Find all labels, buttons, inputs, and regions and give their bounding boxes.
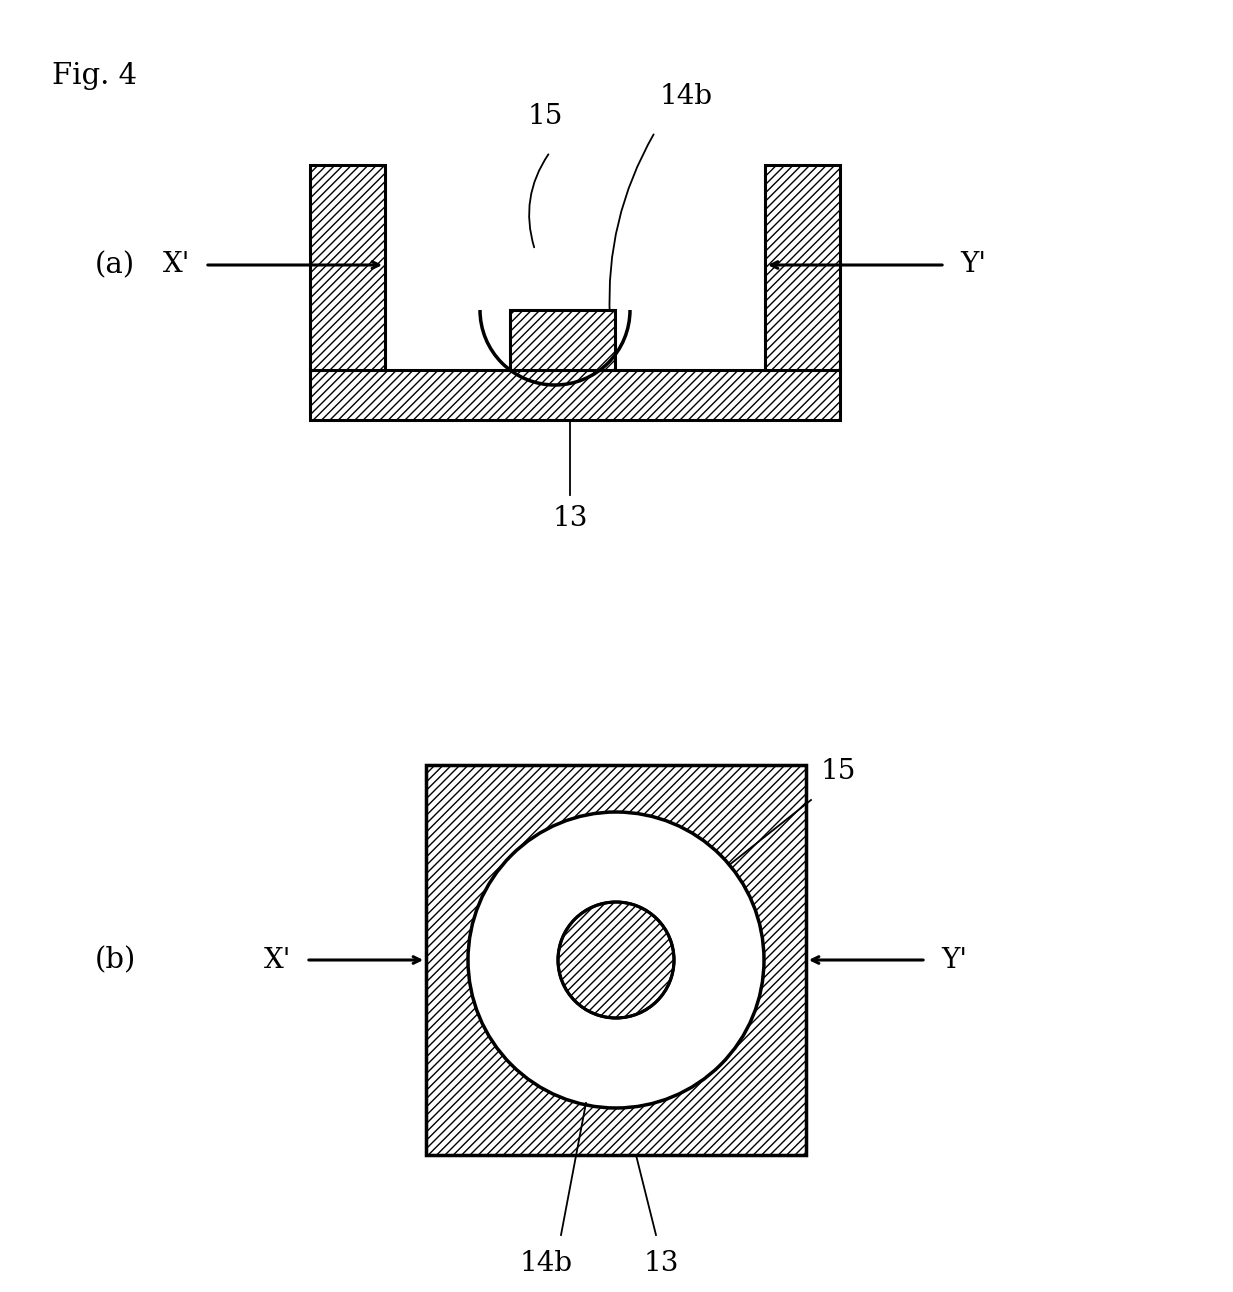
Text: X': X' bbox=[264, 947, 291, 973]
Text: 13: 13 bbox=[644, 1249, 678, 1276]
Circle shape bbox=[559, 902, 674, 1018]
Bar bbox=[309, 165, 385, 370]
Text: 14b: 14b bbox=[519, 1249, 572, 1276]
Text: (b): (b) bbox=[95, 946, 137, 974]
Bar bbox=[764, 165, 840, 370]
Text: X': X' bbox=[163, 252, 190, 279]
Text: 15: 15 bbox=[821, 758, 857, 786]
Text: (a): (a) bbox=[95, 251, 136, 279]
Text: 13: 13 bbox=[552, 505, 588, 532]
Bar bbox=[510, 310, 615, 370]
Circle shape bbox=[469, 811, 764, 1109]
Bar bbox=[425, 765, 806, 1155]
Bar bbox=[425, 765, 806, 1155]
Bar bbox=[309, 370, 840, 420]
Text: 15: 15 bbox=[528, 103, 562, 130]
Text: 14b: 14b bbox=[660, 83, 713, 110]
Polygon shape bbox=[480, 235, 630, 310]
Text: Y': Y' bbox=[961, 252, 986, 279]
Text: Y': Y' bbox=[941, 947, 967, 973]
Text: Fig. 4: Fig. 4 bbox=[52, 62, 137, 90]
